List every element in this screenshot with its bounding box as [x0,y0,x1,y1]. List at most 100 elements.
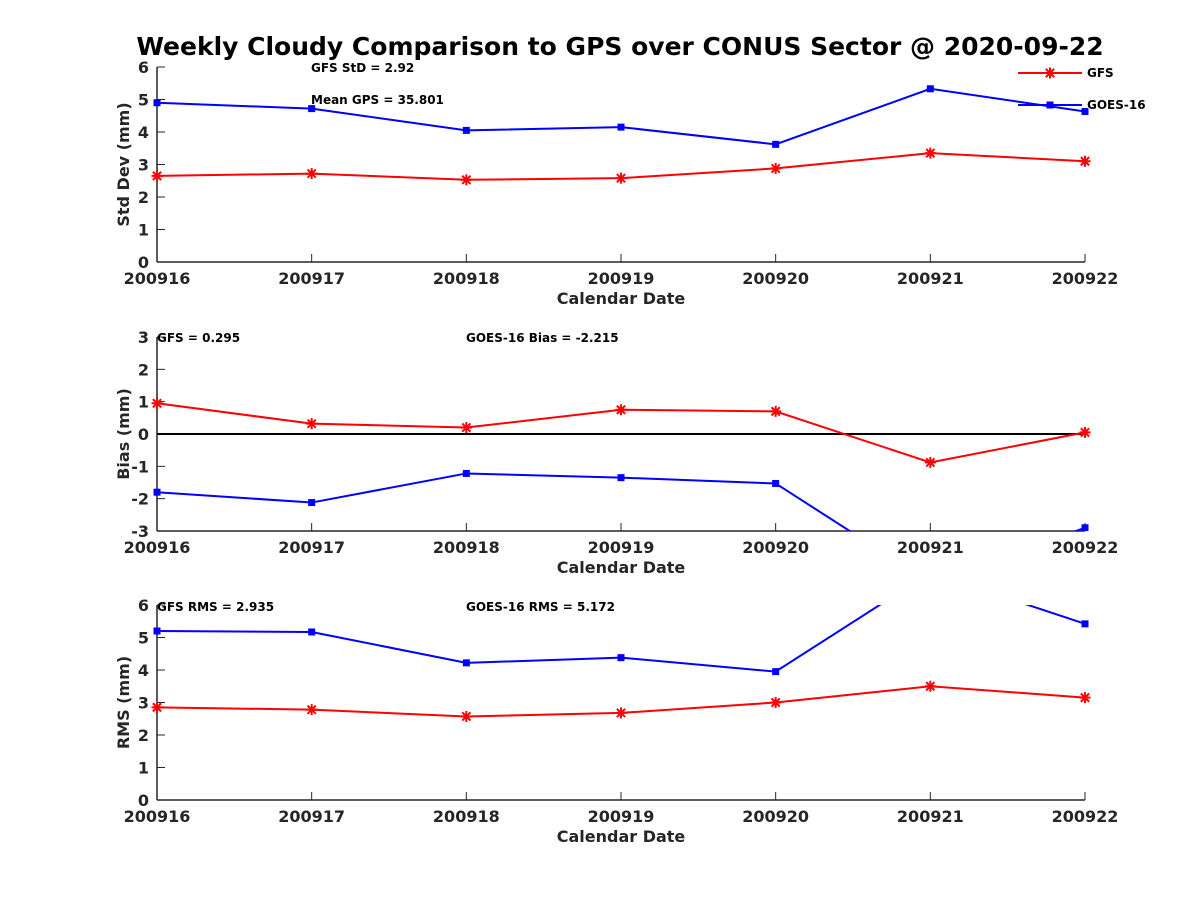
data-point [306,418,318,430]
y-tick-label: -2 [131,490,149,509]
x-tick-label: 200920 [742,807,809,826]
annotation: GOES-16 Bias = -2.215 [466,331,619,345]
data-point [153,488,161,496]
x-tick-label: 200921 [897,807,964,826]
y-tick-label: 1 [138,759,149,778]
data-point [924,680,936,692]
annotation: GOES-16 RMS = 5.172 [466,600,615,614]
x-tick-label: 200918 [433,807,500,826]
legend-entry-gfs: GFS [1018,66,1114,80]
series-goes-16 [153,605,1089,676]
x-tick-label: 200920 [742,269,809,288]
data-point [1081,524,1089,531]
x-tick-label: 200917 [278,807,345,826]
data-point [617,123,625,131]
annotation: GFS RMS = 2.935 [157,600,274,614]
y-tick-label: 3 [138,156,149,175]
series-goes-16 [153,469,1089,586]
x-tick-label: 200917 [278,538,345,557]
y-tick-label: 0 [138,253,149,272]
x-tick-label: 200922 [1052,269,1119,288]
y-tick-label: 2 [138,188,149,207]
x-tick-label: 200918 [433,269,500,288]
data-point [308,105,316,113]
y-tick-label: 5 [138,91,149,110]
y-tick-label: -1 [131,457,149,476]
data-point [151,397,163,409]
data-point [927,579,934,586]
data-point [308,628,316,636]
data-point [1079,692,1091,704]
annotation: GFS = 0.295 [157,331,240,345]
y-tick-label: 6 [138,58,149,77]
y-axis-label: Bias (mm) [114,388,133,480]
legend-marker [1044,67,1056,79]
data-point [460,422,472,434]
y-tick-label: 1 [138,221,149,240]
y-axis-label: Std Dev (mm) [114,102,133,226]
x-tick-label: 200920 [742,538,809,557]
data-point [615,404,627,416]
y-axis-label: RMS (mm) [114,656,133,749]
x-tick-label: 200921 [897,269,964,288]
y-tick-label: 2 [138,360,149,379]
data-point [153,99,161,107]
x-axis-label: Calendar Date [557,558,686,577]
data-point [924,147,936,159]
data-point [615,707,627,719]
series-goes-16 [153,85,1089,148]
y-tick-label: 1 [138,393,149,412]
x-axis-label: Calendar Date [557,827,686,846]
y-tick-label: -3 [131,522,149,541]
x-tick-label: 200916 [124,269,191,288]
y-tick-label: 2 [138,726,149,745]
data-point [1079,155,1091,167]
data-point [1081,108,1089,116]
panel-3: 0 1 2 3 4 5 6 200916 200917 200918 200919 200920 200… [114,596,1119,846]
series-gfs [151,680,1091,722]
annotation: Mean GPS = 35.801 [311,93,444,107]
data-point [460,710,472,722]
data-point [926,85,934,93]
y-tick-label: 5 [138,629,149,648]
x-tick-label: 200917 [278,269,345,288]
x-tick-label: 200922 [1052,807,1119,826]
data-point [772,479,780,487]
data-point [617,654,625,662]
data-point [924,456,936,468]
y-tick-label: 0 [138,791,149,810]
data-point [306,704,318,716]
data-point [151,170,163,182]
y-tick-label: 0 [138,425,149,444]
panel-2: -3 -2 -1 0 1 2 3 200916 200917 200918 200919 200920… [114,328,1118,586]
data-point [615,172,627,184]
data-point [772,140,780,148]
x-tick-label: 200919 [588,807,655,826]
y-tick-label: 4 [138,661,149,680]
chart-title: Weekly Cloudy Comparison to GPS over CON… [136,32,1103,61]
data-point [617,474,625,482]
series-gfs [151,397,1091,468]
legend-label: GFS [1087,66,1114,80]
y-tick-label: 6 [138,596,149,615]
legend: GFS GOES-16 [1018,66,1146,112]
data-point [308,499,316,507]
x-tick-label: 200919 [588,269,655,288]
series-line [156,87,1086,146]
x-tick-label: 200919 [588,538,655,557]
data-point [1081,620,1089,628]
x-axis-label: Calendar Date [557,289,686,308]
x-tick-label: 200916 [124,538,191,557]
data-point [462,659,470,667]
x-tick-label: 200916 [124,807,191,826]
data-point [770,405,782,417]
data-point [462,126,470,134]
data-point [460,174,472,186]
data-point [772,668,780,676]
x-tick-label: 200921 [897,538,964,557]
legend-entry-goes-16: GOES-16 [1018,98,1146,112]
legend-marker [1046,101,1054,109]
x-tick-label: 200918 [433,538,500,557]
